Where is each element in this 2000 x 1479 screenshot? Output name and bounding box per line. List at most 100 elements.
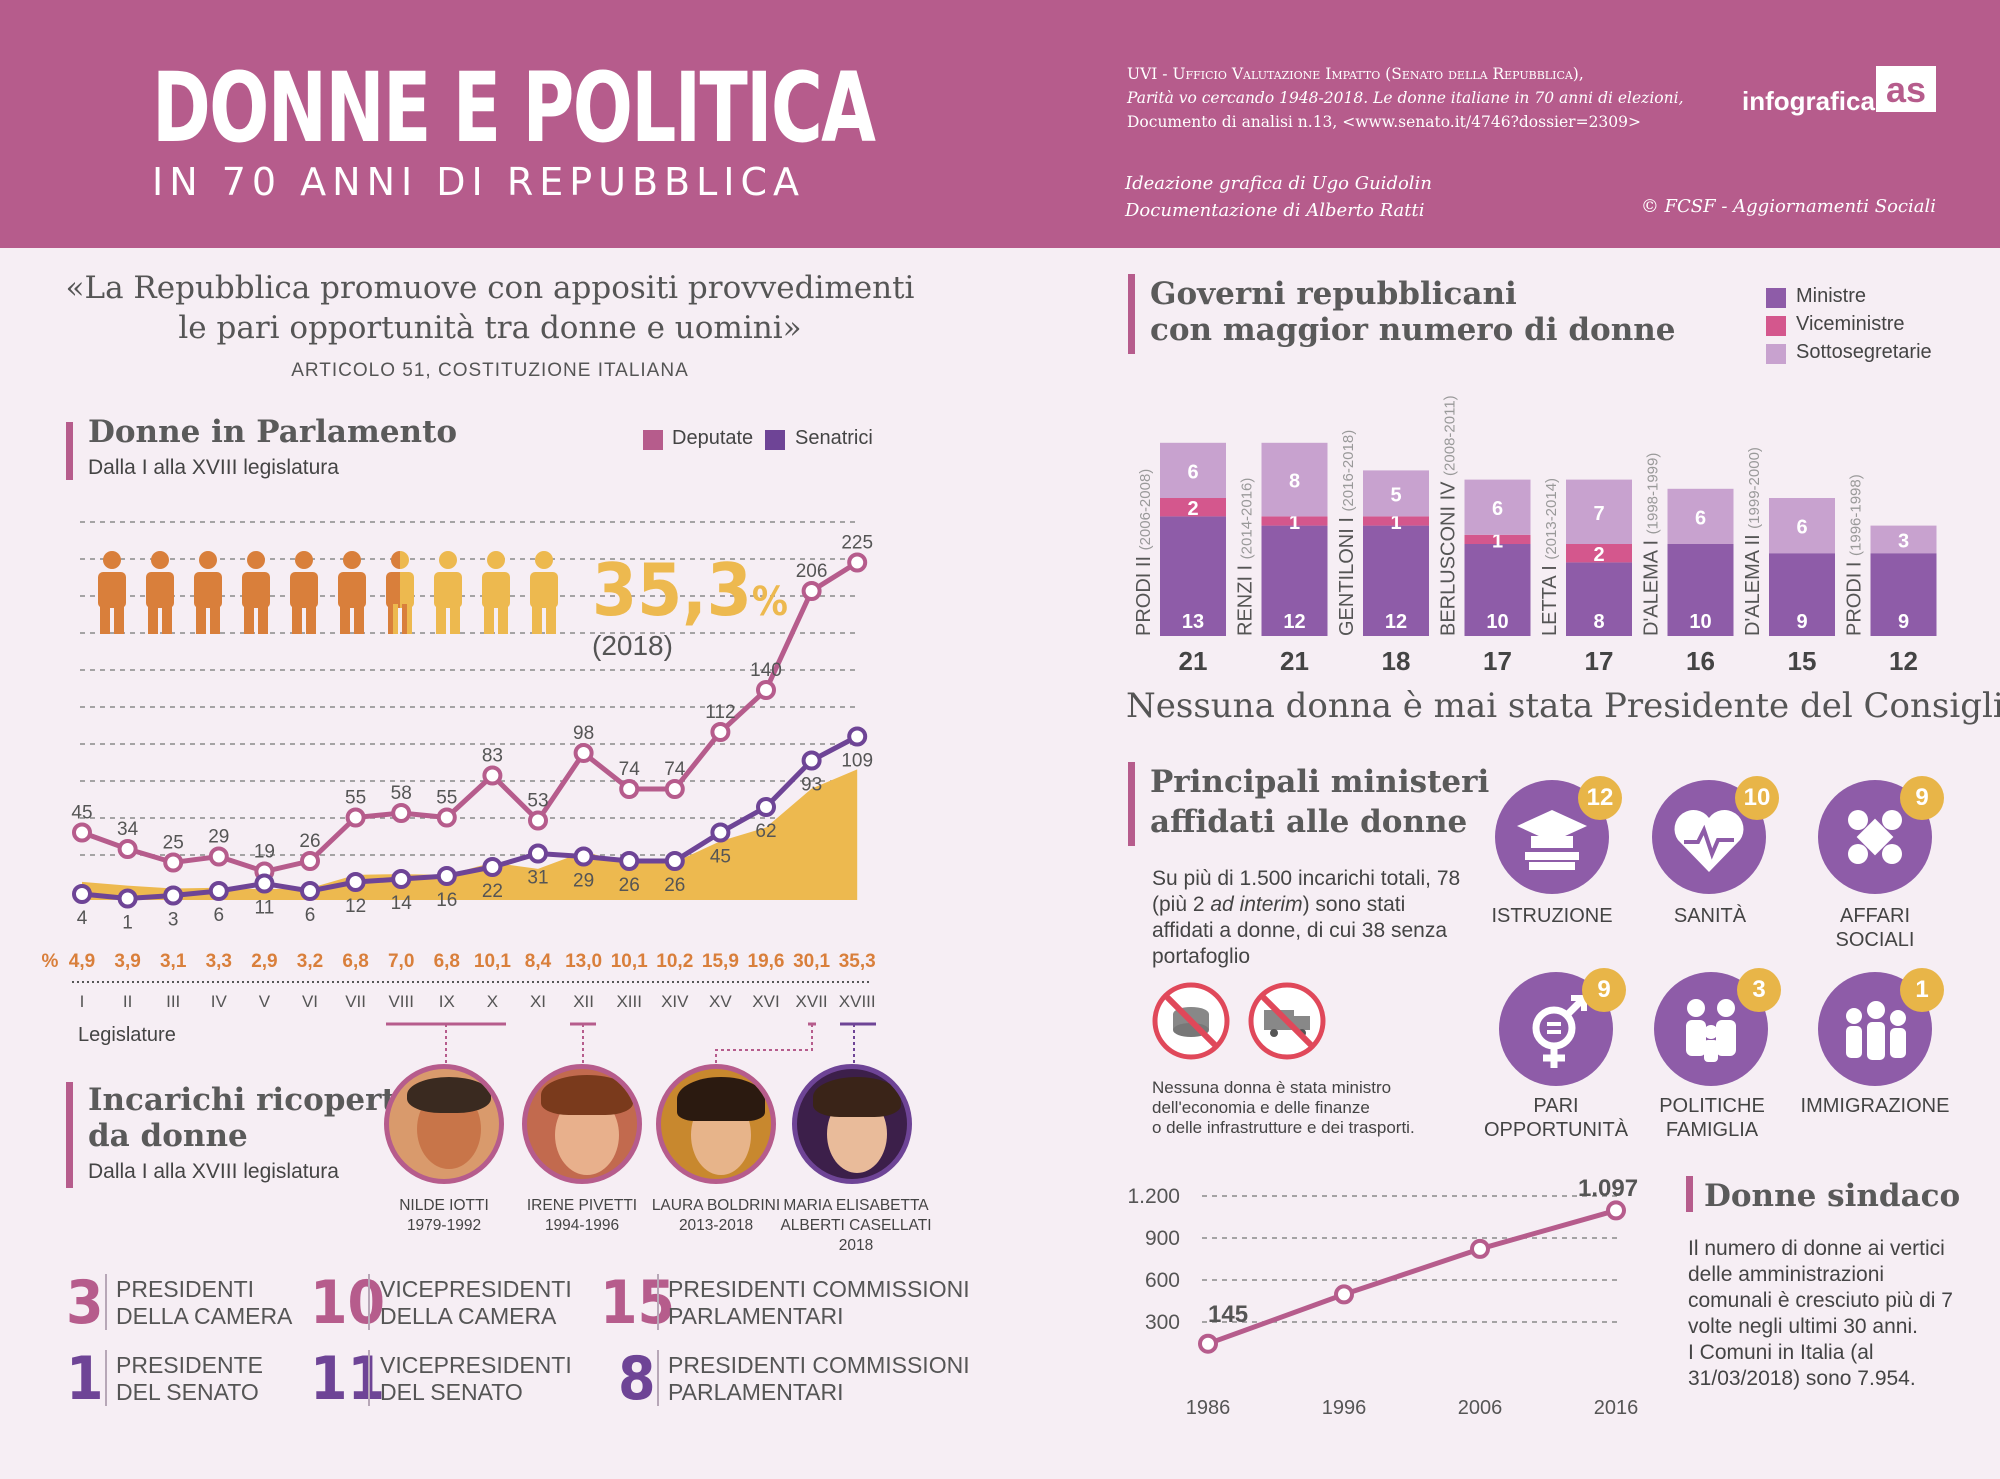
bar-value: 1 xyxy=(1390,512,1401,534)
data-point xyxy=(482,857,503,877)
desc-line: portafoglio xyxy=(1152,945,1251,968)
legend-ministre-label: Ministre xyxy=(1796,285,1867,307)
bar-value: 5 xyxy=(1390,484,1401,506)
data-label: 206 xyxy=(796,561,828,582)
government-name-label: D'ALEMA I (1998-1999) xyxy=(1641,453,1663,636)
bar-total: 18 xyxy=(1382,646,1411,676)
person-figure-body xyxy=(482,572,510,608)
ministry-label: POLITICHE FAMIGLIA xyxy=(1632,1094,1792,1142)
x-tick-label: IX xyxy=(439,992,455,1011)
government-name: LETTA I xyxy=(1539,560,1561,636)
data-point xyxy=(1606,1200,1626,1221)
person-figure-body xyxy=(386,572,414,608)
bar-segment-ministre xyxy=(1667,544,1734,636)
data-point xyxy=(391,803,412,823)
x-tick-label: 1996 xyxy=(1322,1397,1367,1419)
count-badge: 3 xyxy=(1737,968,1781,1012)
data-label: 3 xyxy=(168,910,179,931)
bar-value: 12 xyxy=(1385,611,1407,633)
stat-label-line: VICEPRESIDENTI xyxy=(380,1276,572,1302)
stat-label: VICEPRESIDENTI DEL SENATO xyxy=(380,1352,572,1406)
government-name-label: LETTA I (2013-2014) xyxy=(1539,478,1561,636)
data-point xyxy=(254,873,275,894)
data-label: 26 xyxy=(619,875,640,896)
stat-label: VICEPRESIDENTI DELLA CAMERA xyxy=(380,1276,572,1330)
x-tick-label: I xyxy=(80,992,85,1011)
percent-value: 6,8 xyxy=(342,951,368,972)
x-tick-label: II xyxy=(123,992,132,1011)
person-figure-head xyxy=(151,551,169,569)
bar-value: 1 xyxy=(1289,512,1300,534)
stat-label-line: VICEPRESIDENTI xyxy=(380,1352,572,1378)
government-name: D'ALEMA II xyxy=(1742,529,1764,636)
data-label: 140 xyxy=(750,660,782,681)
data-label: 1.097 xyxy=(1578,1175,1638,1202)
source-citation: UVI - Ufficio Valutazione Impatto (Senat… xyxy=(1127,62,1707,134)
person-figure-leg xyxy=(210,604,220,634)
ministry-label: PARI OPPORTUNITÀ xyxy=(1476,1094,1636,1142)
person-figure-icon xyxy=(434,551,462,634)
x-tick-label: XVI xyxy=(752,992,779,1011)
government-period: (2016-2018) xyxy=(1340,430,1357,512)
x-tick-label: X xyxy=(487,992,498,1011)
data-point xyxy=(710,722,731,742)
data-point xyxy=(300,881,320,901)
desc-line: 31/03/2018) sono 7.954. xyxy=(1688,1367,1916,1390)
percent-value: 3,9 xyxy=(114,951,140,972)
no-pm-note: Nessuna donna è mai stata Presidente del… xyxy=(1126,686,2000,726)
percent-value: 6,8 xyxy=(434,951,460,972)
government-name-label: GENTILONI I (2016-2018) xyxy=(1336,430,1358,636)
data-point xyxy=(163,885,184,906)
offices-title-line: da donne xyxy=(88,1118,248,1154)
bar-segment-viceministre xyxy=(1261,516,1328,526)
person-figure-icon xyxy=(386,551,414,634)
government-period: (2013-2014) xyxy=(1543,478,1560,560)
x-tick-label: XI xyxy=(530,992,546,1011)
ministry-label: ISTRUZIONE xyxy=(1491,905,1613,927)
person-figure-body xyxy=(98,572,126,608)
divider xyxy=(368,1274,370,1330)
quote-source: ARTICOLO 51, COSTITUZIONE ITALIANA xyxy=(291,360,689,381)
person-figure-leg xyxy=(258,604,268,634)
data-label: 83 xyxy=(482,746,503,767)
source-line: Documento di analisi n.13, <www.senato.i… xyxy=(1127,113,1642,131)
person-figure-leg xyxy=(402,604,412,634)
header-banner xyxy=(0,0,2000,248)
person-figure-leg xyxy=(388,604,398,634)
person-figure-body xyxy=(530,572,558,608)
politiche-famiglia-icon xyxy=(1654,972,1768,1086)
bar-total: 21 xyxy=(1179,646,1208,676)
government-name-label: BERLUSCONI IV (2008-2011) xyxy=(1438,395,1460,636)
source-line: UVI - Ufficio Valutazione Impatto (Senat… xyxy=(1127,65,1584,83)
stat-label-line: PRESIDENTI COMMISSIONI xyxy=(668,1352,970,1378)
data-point xyxy=(482,765,503,786)
x-tick-label: IV xyxy=(211,992,228,1011)
bar-segment-sottosegretarie xyxy=(1667,488,1734,544)
percent-value: 2,9 xyxy=(251,951,277,972)
bar-segment-sottosegretarie xyxy=(1464,479,1531,535)
legend-sottosegretarie-label: Sottosegretarie xyxy=(1796,341,1932,363)
desc-line: volte negli ultimi 30 anni. xyxy=(1688,1315,1918,1338)
quote-line: «La Repubblica promuove con appositi pro… xyxy=(65,270,915,306)
person-figure-leg xyxy=(532,604,542,634)
desc-line: comunali è cresciuto più di 7 xyxy=(1688,1289,1953,1312)
percent-value: 30,1 xyxy=(793,951,830,972)
bar-segment-ministre xyxy=(1870,553,1937,636)
person-figure-leg xyxy=(546,604,556,634)
government-period: (1999-2000) xyxy=(1746,447,1763,529)
bar-segment-sottosegretarie xyxy=(1769,498,1835,554)
person-years: 2018 xyxy=(838,1237,874,1254)
bar-value: 6 xyxy=(1492,498,1503,520)
ministry-label: SANITÀ xyxy=(1673,905,1747,927)
bar-segment-ministre xyxy=(1363,525,1429,636)
percent-value: 13,0 xyxy=(565,951,602,972)
government-period: (1998-1999) xyxy=(1645,453,1662,535)
person-figure-leg xyxy=(100,604,110,634)
x-tick-label: III xyxy=(166,992,180,1011)
person-figure-icon xyxy=(530,551,558,634)
note-line: o delle infrastrutture e dei trasporti. xyxy=(1152,1118,1415,1137)
person-years: 1994-1996 xyxy=(544,1217,620,1234)
x-tick-label: XV xyxy=(709,992,732,1011)
x-tick-label: 2016 xyxy=(1594,1397,1639,1419)
x-tick-label: XVIII xyxy=(839,992,876,1011)
